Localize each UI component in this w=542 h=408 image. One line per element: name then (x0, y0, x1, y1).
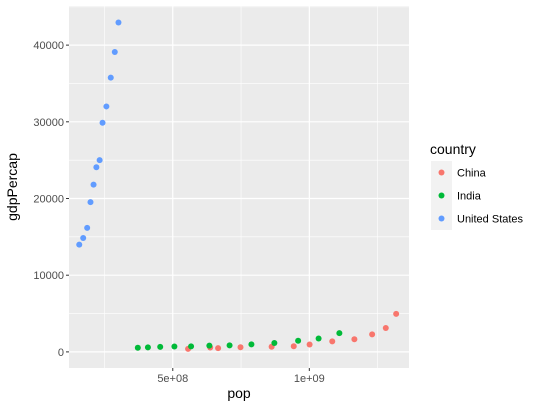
legend-swatch-india (438, 192, 445, 199)
point-united-states (93, 164, 100, 171)
point-india (134, 344, 141, 351)
point-china (369, 331, 376, 338)
point-china (351, 336, 358, 343)
point-united-states (76, 241, 83, 248)
point-china (382, 324, 389, 331)
point-united-states (111, 49, 118, 56)
legend-label-india: India (457, 191, 482, 203)
y-tick-label: 30000 (33, 117, 64, 129)
x-tick-label: 5e+08 (157, 373, 188, 385)
point-india (188, 343, 195, 350)
point-united-states (103, 103, 110, 110)
data-points (76, 19, 400, 352)
legend-title: country (430, 141, 476, 157)
minor-gridlines (69, 6, 409, 368)
point-china (306, 341, 313, 348)
point-united-states (80, 235, 87, 242)
point-united-states (87, 199, 94, 206)
point-china (215, 345, 222, 352)
legend-label-united-states: United States (457, 214, 524, 226)
point-india (157, 343, 164, 350)
point-india (295, 337, 302, 344)
legend-keys: China India United States (431, 161, 524, 230)
plot-panel (69, 6, 409, 368)
y-tick-label: 0 (58, 347, 64, 359)
legend-swatch-united-states (438, 215, 445, 222)
y-tick-label: 40000 (33, 40, 64, 52)
point-china (393, 310, 400, 317)
point-india (171, 343, 178, 350)
legend-swatch-china (438, 169, 445, 176)
y-axis-title: gdpPercap (4, 153, 20, 221)
point-india (336, 330, 343, 337)
point-china (237, 344, 244, 351)
point-india (248, 341, 255, 348)
y-axis: 0 10000 20000 30000 40000 (33, 40, 69, 359)
point-india (271, 339, 278, 346)
legend-label-china: China (457, 168, 487, 180)
major-gridlines (69, 6, 409, 368)
point-china (329, 338, 336, 345)
point-india (315, 335, 322, 342)
x-axis: 5e+08 1e+09 (157, 368, 325, 385)
y-tick-label: 10000 (33, 270, 64, 282)
point-india (206, 342, 213, 349)
x-axis-title: pop (227, 385, 251, 401)
point-united-states (90, 181, 97, 188)
point-united-states (115, 19, 122, 26)
point-china (290, 343, 297, 350)
y-tick-label: 20000 (33, 194, 64, 206)
point-united-states (96, 157, 103, 164)
point-india (226, 342, 233, 349)
point-united-states (84, 224, 91, 231)
point-united-states (99, 119, 106, 126)
point-india (144, 344, 151, 351)
x-tick-label: 1e+09 (294, 373, 325, 385)
legend: country China India United States (430, 141, 524, 230)
point-united-states (107, 74, 114, 81)
